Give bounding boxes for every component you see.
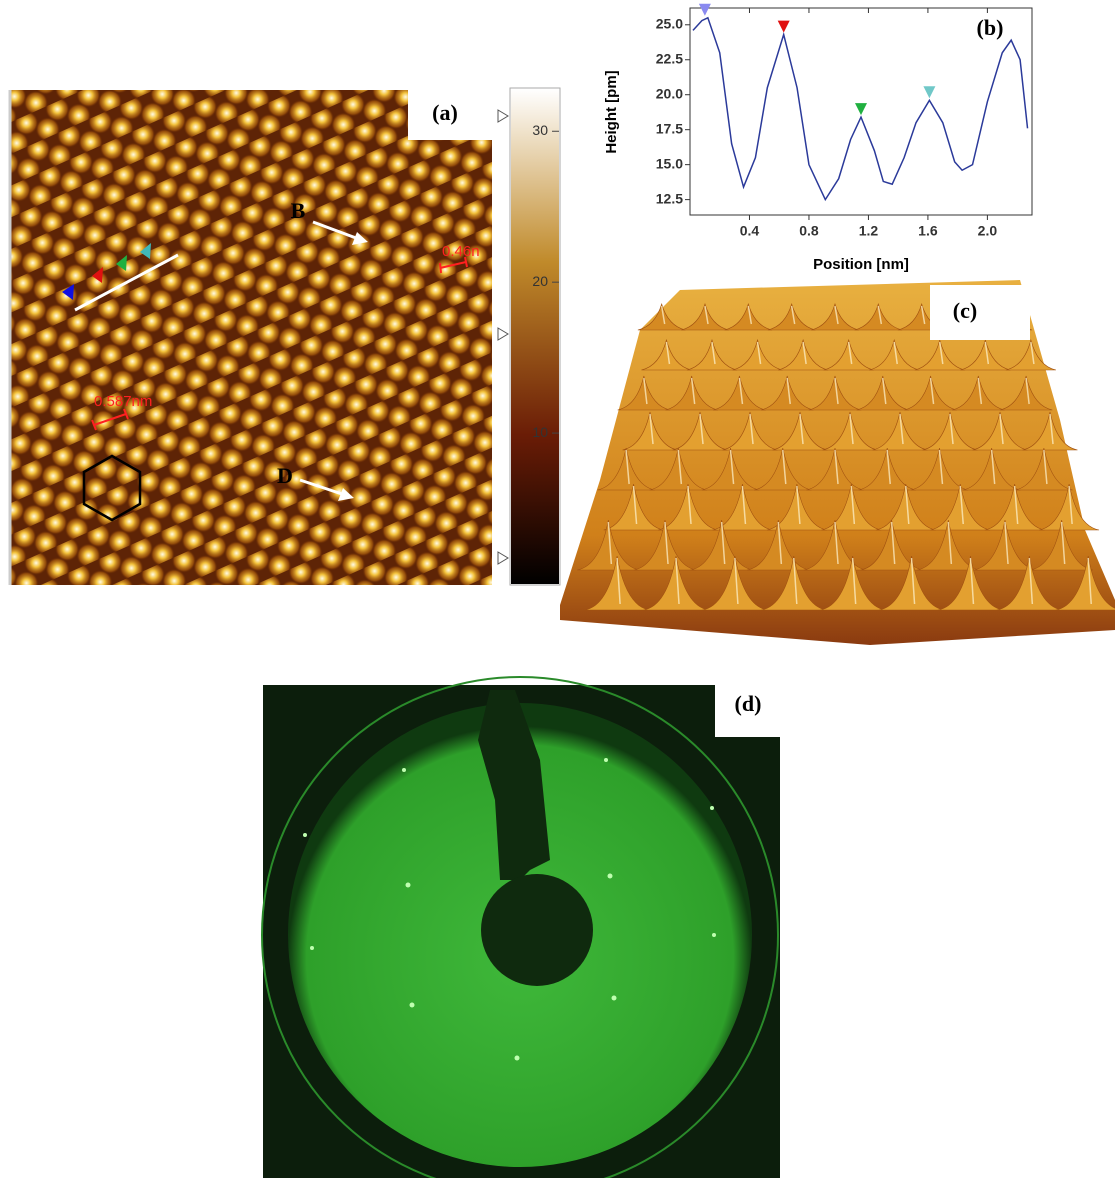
panel-label: (b) [977, 15, 1004, 40]
slider [498, 552, 508, 564]
y-tick-label: 15.0 [656, 155, 683, 171]
y-tick-label: 12.5 [656, 190, 683, 206]
x-tick-label: 0.8 [799, 223, 819, 239]
surface-3d [560, 280, 1115, 645]
x-tick-label: 1.6 [918, 223, 938, 239]
arrow-label: D [277, 463, 293, 488]
x-tick-label: 0.4 [740, 223, 760, 239]
slider [498, 110, 508, 122]
x-tick-label: 2.0 [978, 223, 998, 239]
slider [498, 328, 508, 340]
y-axis-title: Height [pm] [603, 70, 620, 153]
line-chart: (b) Position [nm] Height [pm] 0.4 0.8 1.2 1… [603, 4, 1032, 273]
stm-image [10, 90, 492, 585]
panel-label: (d) [735, 691, 762, 716]
y-tick-label: 17.5 [656, 120, 683, 136]
panel-label: (c) [953, 298, 977, 323]
x-axis-title: Position [nm] [813, 256, 909, 273]
y-tick-label: 25.0 [656, 15, 683, 31]
y-tick-label: 22.5 [656, 50, 683, 66]
electron-gun [481, 874, 593, 986]
colorbar-tick-label: 10 [532, 424, 548, 440]
figure: (a) B D 0.46n 0.587nm (c) (d) (b) Positi… [0, 0, 1115, 1178]
arrow-label: B [291, 198, 306, 223]
x-tick-label: 1.2 [859, 223, 879, 239]
y-tick-label: 20.0 [656, 85, 683, 101]
colorbar-tick-label: 20 [532, 273, 548, 289]
colorbar-tick-label: 30 [532, 122, 548, 138]
label-box [930, 285, 1030, 340]
panel-label: (a) [432, 100, 458, 125]
scale-label: 0.46n [442, 243, 480, 260]
page: (a) B D 0.46n 0.587nm (c) (d) (b) Positi… [0, 0, 1115, 1178]
colorbar [511, 89, 559, 584]
scale-label: 0.587nm [94, 393, 152, 410]
